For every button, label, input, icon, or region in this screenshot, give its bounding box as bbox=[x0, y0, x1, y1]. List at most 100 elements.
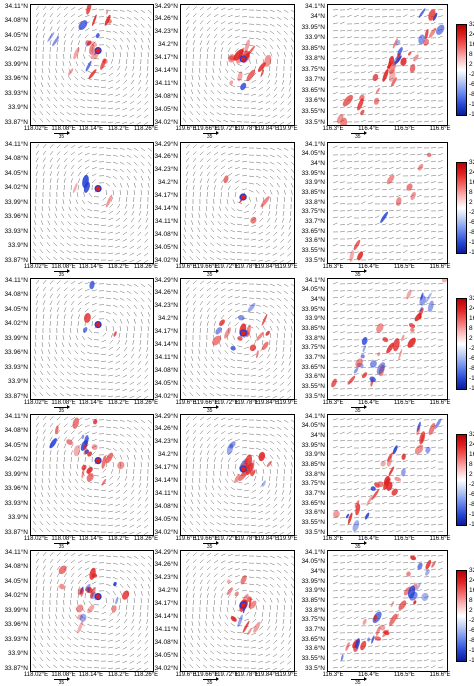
wind-vector bbox=[56, 199, 57, 204]
wind-vector bbox=[259, 94, 263, 96]
wind-vector bbox=[71, 145, 75, 148]
wind-vector bbox=[134, 38, 137, 42]
colorbar-tick-label: -10 bbox=[469, 101, 474, 108]
wind-vector bbox=[273, 239, 277, 242]
wind-vector bbox=[108, 497, 113, 499]
wind-vector bbox=[207, 424, 211, 427]
wind-vector bbox=[275, 626, 277, 631]
wind-vector bbox=[237, 224, 242, 225]
wind-vector bbox=[214, 152, 218, 155]
wind-vector bbox=[389, 210, 394, 211]
wind-vector bbox=[277, 577, 281, 580]
wind-vector bbox=[410, 99, 415, 101]
wind-vector bbox=[207, 573, 210, 577]
wind-vector bbox=[92, 439, 97, 441]
wind-vector bbox=[354, 352, 359, 354]
positive-contour bbox=[101, 478, 107, 486]
latitude-tick-label: 33.8°N bbox=[305, 471, 325, 478]
wind-vector bbox=[127, 455, 129, 460]
latitude-tick-label: 33.95°N bbox=[301, 306, 325, 313]
colorbar-tick-label: -2 bbox=[469, 345, 474, 352]
wind-vector bbox=[403, 461, 408, 463]
wind-vector bbox=[375, 468, 380, 469]
wind-vector bbox=[283, 483, 284, 488]
wind-vector bbox=[120, 291, 125, 293]
wind-vector bbox=[148, 52, 149, 57]
wind-vector bbox=[57, 553, 61, 557]
wind-vector bbox=[438, 154, 443, 155]
wind-vector bbox=[389, 245, 394, 246]
wind-vector bbox=[354, 569, 359, 570]
latitude-tick-label: 33.9°N bbox=[305, 451, 325, 458]
wind-vector bbox=[368, 317, 373, 319]
longitude-tick-label: 116.3°E bbox=[323, 672, 344, 679]
wind-vector bbox=[288, 375, 291, 379]
wind-vector bbox=[417, 291, 422, 292]
wind-vector bbox=[382, 524, 387, 525]
wind-vector bbox=[260, 354, 264, 358]
wind-vector bbox=[68, 629, 71, 633]
wind-vector bbox=[347, 283, 352, 284]
wind-vector bbox=[424, 224, 429, 225]
colorbar-tick-label: -10 bbox=[469, 647, 474, 654]
reference-vector: 35 bbox=[351, 407, 365, 414]
wind-vector bbox=[273, 532, 277, 534]
wind-vector bbox=[242, 291, 247, 292]
wind-vector bbox=[263, 148, 268, 149]
wind-vector bbox=[101, 354, 106, 355]
wind-vector bbox=[141, 427, 145, 430]
wind-vector bbox=[94, 389, 99, 390]
wind-vector bbox=[235, 562, 240, 563]
wind-vector bbox=[193, 158, 196, 162]
wind-vector bbox=[47, 378, 50, 382]
wind-vector bbox=[217, 523, 221, 526]
wind-vector bbox=[103, 469, 106, 473]
wind-vector bbox=[424, 510, 429, 511]
wind-vector bbox=[417, 258, 422, 260]
wind-vector bbox=[54, 83, 57, 87]
wind-vector bbox=[340, 224, 345, 225]
longitude-tick-label: 119.9°E bbox=[277, 126, 298, 133]
wind-vector bbox=[53, 522, 57, 525]
wind-vector bbox=[193, 573, 196, 577]
wind-vector bbox=[80, 659, 85, 661]
wind-vector bbox=[217, 387, 221, 390]
wind-vector bbox=[396, 153, 401, 155]
wind-vector bbox=[259, 497, 263, 500]
wind-vector bbox=[193, 281, 197, 285]
map-panel-r1-c1 bbox=[30, 4, 154, 126]
wind-vector bbox=[57, 294, 60, 298]
wind-vector bbox=[277, 584, 280, 588]
latitude-tick-label: 34.02°N bbox=[154, 665, 178, 672]
wind-vector bbox=[108, 518, 113, 519]
wind-vector bbox=[126, 605, 127, 610]
wind-vector bbox=[438, 568, 443, 570]
wind-vector bbox=[223, 120, 228, 122]
wind-vector bbox=[206, 478, 207, 483]
wind-vector bbox=[94, 253, 99, 254]
wind-vector bbox=[184, 507, 186, 512]
wind-vector bbox=[64, 321, 65, 326]
wind-vector bbox=[263, 155, 268, 157]
wind-vector bbox=[92, 180, 96, 184]
wind-vector bbox=[265, 115, 270, 117]
wind-vector bbox=[431, 395, 436, 396]
wind-vector bbox=[382, 454, 387, 455]
wind-vector bbox=[333, 646, 338, 648]
latitude-tick-label: 33.6°N bbox=[305, 97, 325, 104]
wind-vector bbox=[438, 395, 443, 396]
wind-vector bbox=[144, 518, 148, 521]
wind-vector bbox=[263, 38, 267, 41]
wind-vector bbox=[80, 667, 85, 669]
wind-vector bbox=[263, 31, 268, 33]
latitude-tick-label: 33.96°N bbox=[4, 485, 28, 492]
longitude-tick-label: 119.9°E bbox=[277, 672, 298, 679]
wind-vector bbox=[382, 394, 387, 396]
wind-vector bbox=[203, 665, 207, 668]
wind-vector bbox=[115, 525, 120, 526]
wind-vector bbox=[127, 31, 131, 35]
wind-vector bbox=[249, 183, 254, 184]
wind-vector bbox=[410, 15, 415, 17]
wind-vector bbox=[57, 314, 58, 319]
wind-vector bbox=[94, 633, 99, 634]
